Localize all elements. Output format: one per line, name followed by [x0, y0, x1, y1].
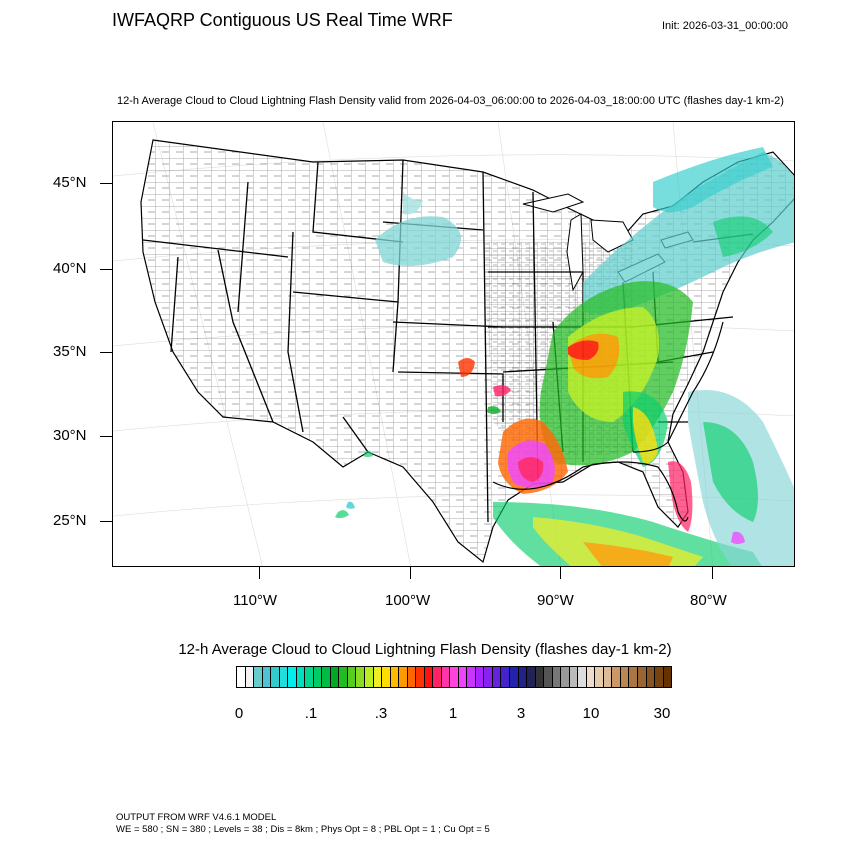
chart-subtitle: 12-h Average Cloud to Cloud Lightning Fl…: [117, 95, 784, 107]
colorbar-swatch: [373, 667, 383, 687]
colorbar-swatch: [467, 667, 476, 687]
colorbar-swatch: [586, 667, 596, 687]
coastline: [492, 321, 724, 522]
colorbar-label-0.1: .1: [304, 705, 318, 722]
colorbar-swatch: [655, 667, 664, 687]
lon-label-90: 90°W: [537, 592, 574, 609]
colorbar-swatch: [595, 667, 604, 687]
colorbar-swatch: [458, 667, 468, 687]
colorbar-swatch: [663, 667, 672, 687]
colorbar-swatch: [364, 667, 374, 687]
colorbar-swatch: [578, 667, 587, 687]
colorbar-label-0.3: .3: [374, 705, 388, 722]
colorbar-swatch: [561, 667, 570, 687]
colorbar-swatch: [603, 667, 613, 687]
colorbar-swatch: [450, 667, 459, 687]
colorbar-swatch: [237, 667, 246, 687]
map-panel: [112, 121, 795, 567]
colorbar-swatch: [347, 667, 357, 687]
footer-model-line: OUTPUT FROM WRF V4.6.1 MODEL: [116, 812, 277, 823]
lon-tick: [560, 567, 561, 579]
footer-config-line: WE = 580 ; SN = 380 ; Levels = 38 ; Dis …: [116, 824, 490, 835]
lat-label-30: 30°N: [53, 427, 87, 444]
init-time-label: Init: 2026-03-31_00:00:00: [662, 20, 788, 32]
lon-label-80: 80°W: [690, 592, 727, 609]
colorbar-label-3: 3: [516, 705, 526, 722]
colorbar-swatch: [279, 667, 289, 687]
lon-tick: [259, 567, 260, 579]
lon-label-110: 110°W: [233, 592, 278, 609]
colorbar-swatch: [407, 667, 417, 687]
chart-title: IWFAQRP Contiguous US Real Time WRF: [112, 10, 453, 30]
colorbar-label-1: 1: [448, 705, 458, 722]
colorbar-label-30: 30: [653, 705, 671, 722]
lat-tick: [100, 183, 112, 184]
colorbar-swatch: [441, 667, 451, 687]
colorbar-swatch: [399, 667, 408, 687]
lat-tick: [100, 521, 112, 522]
colorbar-swatch: [535, 667, 545, 687]
colorbar-swatch: [612, 667, 621, 687]
colorbar-swatch: [518, 667, 528, 687]
colorbar-swatch: [271, 667, 280, 687]
colorbar-swatch: [254, 667, 263, 687]
colorbar: [236, 666, 672, 688]
colorbar-swatch: [356, 667, 365, 687]
colorbar-swatch: [484, 667, 493, 687]
lightning-field: [335, 147, 794, 566]
colorbar-swatch: [569, 667, 579, 687]
colorbar-swatch: [262, 667, 272, 687]
colorbar-swatch: [416, 667, 425, 687]
lat-label-25: 25°N: [53, 512, 87, 529]
lat-label-35: 35°N: [53, 343, 87, 360]
colorbar-swatch: [527, 667, 536, 687]
colorbar-swatch: [637, 667, 647, 687]
colorbar-swatch: [620, 667, 630, 687]
lat-label-40: 40°N: [53, 260, 87, 277]
colorbar-swatch: [390, 667, 400, 687]
colorbar-label-10: 10: [582, 705, 600, 722]
colorbar-swatch: [424, 667, 434, 687]
colorbar-swatch: [629, 667, 638, 687]
lat-tick: [100, 269, 112, 270]
lon-tick: [712, 567, 713, 579]
lat-label-45: 45°N: [53, 174, 87, 191]
colorbar-swatch: [305, 667, 314, 687]
colorbar-swatch: [313, 667, 323, 687]
colorbar-title: 12-h Average Cloud to Cloud Lightning Fl…: [178, 641, 672, 658]
colorbar-swatch: [322, 667, 331, 687]
lat-tick: [100, 436, 112, 437]
colorbar-swatch: [339, 667, 348, 687]
colorbar-swatch: [552, 667, 562, 687]
colorbar-swatch: [296, 667, 306, 687]
colorbar-swatch: [544, 667, 553, 687]
lon-label-100: 100°W: [385, 592, 431, 609]
colorbar-swatch: [433, 667, 442, 687]
us-lightning-map: [113, 122, 794, 566]
colorbar-swatch: [245, 667, 255, 687]
lat-tick: [100, 352, 112, 353]
lon-tick: [410, 567, 411, 579]
colorbar-swatch: [382, 667, 391, 687]
colorbar-swatch: [501, 667, 510, 687]
colorbar-swatch: [492, 667, 502, 687]
colorbar-swatch: [330, 667, 340, 687]
colorbar-swatch: [646, 667, 656, 687]
colorbar-swatch: [510, 667, 519, 687]
colorbar-label-0: 0: [234, 705, 244, 722]
colorbar-swatch: [475, 667, 485, 687]
colorbar-swatch: [288, 667, 297, 687]
